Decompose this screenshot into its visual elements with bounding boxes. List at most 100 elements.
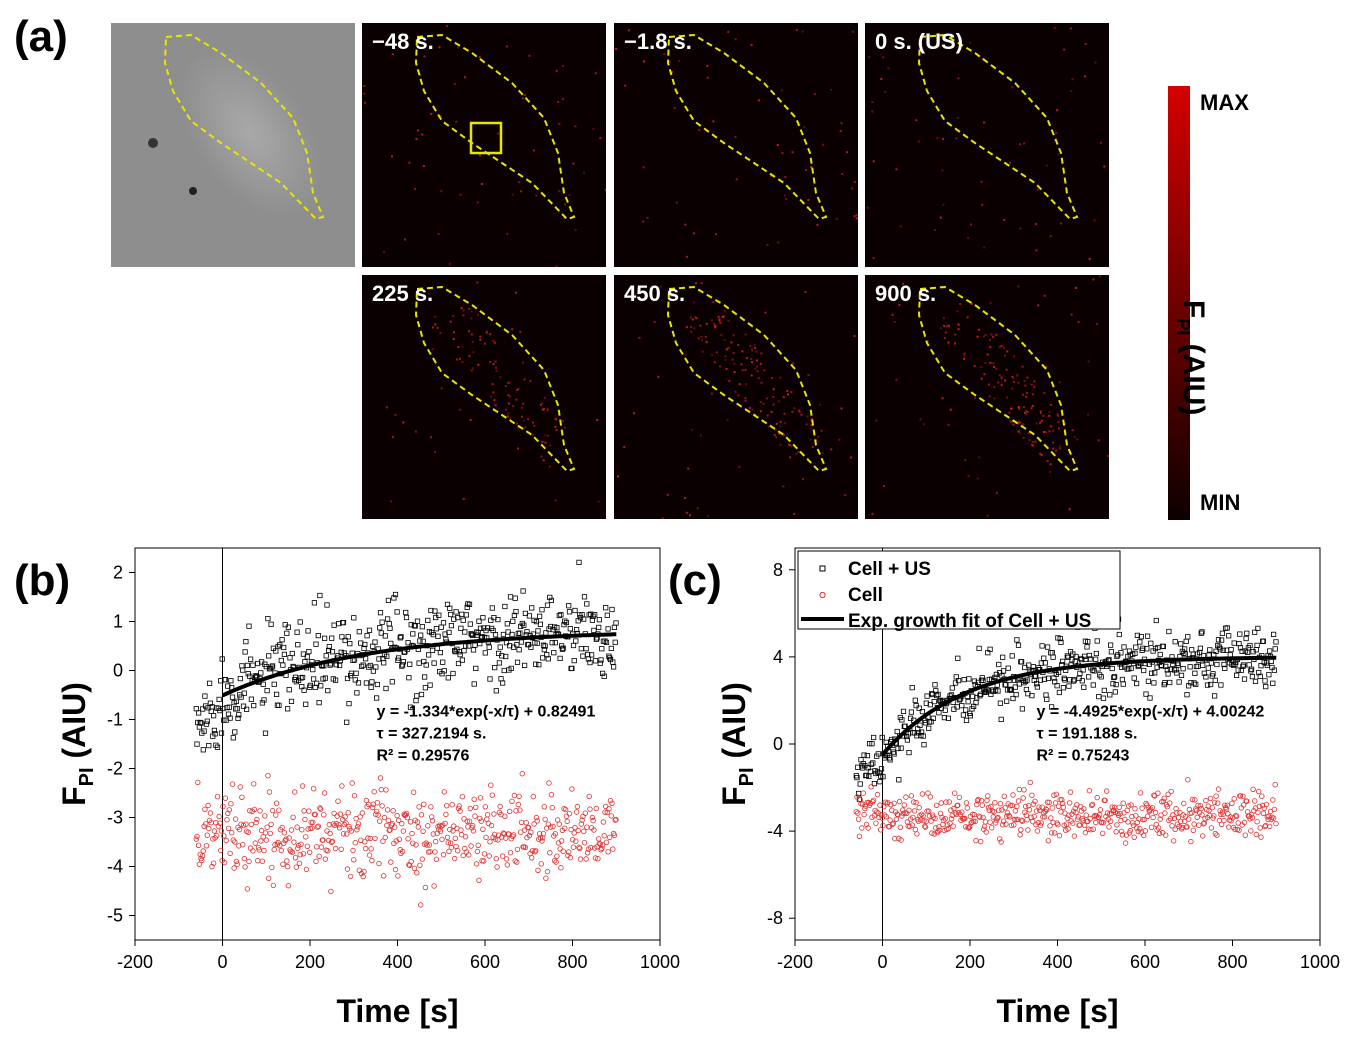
point-cell-us [510,618,516,624]
point-cell-us [961,676,967,683]
point-cell [340,831,347,837]
point-cell [1215,786,1222,792]
point-cell [324,828,330,834]
point-cell [1041,810,1047,816]
point-cell [414,870,420,876]
speckle [1073,435,1076,438]
speckle [506,415,509,418]
point-cell [1152,809,1159,816]
point-cell-us [471,681,477,687]
speckle [993,397,996,400]
point-cell [336,822,342,828]
point-cell [338,846,344,852]
point-cell [1036,804,1042,810]
point-cell [1169,823,1175,829]
point-cell-us [1107,692,1113,698]
point-cell [1144,813,1151,819]
speckle [532,433,535,436]
point-cell [270,882,277,889]
point-cell-us [1214,661,1220,668]
point-cell [877,827,884,833]
point-cell [1018,827,1024,833]
speckle [805,169,808,171]
point-cell [457,808,463,814]
point-cell-us [1009,653,1015,659]
speckle [459,193,462,196]
speckle [497,132,500,135]
speckle [947,423,950,426]
speckle [759,362,762,365]
point-cell-us [284,706,291,712]
point-cell [974,798,981,804]
point-cell-us [920,733,926,739]
point-cell [395,817,402,824]
point-cell [1042,808,1048,815]
point-cell-us [329,649,336,655]
point-cell [504,862,510,868]
point-cell-us [294,629,300,635]
speckle [691,428,694,431]
point-cell [918,817,924,823]
point-cell [1185,816,1192,822]
point-cell [1132,806,1138,812]
point-cell [220,803,226,810]
y-tick-label: -8 [767,908,783,928]
y-tick-label: 2 [113,563,123,583]
point-cell-us [392,591,399,598]
point-cell-us [374,681,381,688]
point-cell-us [486,644,492,650]
y-tick-label: -4 [107,857,123,877]
speckle [1018,407,1021,410]
speckle [690,330,693,333]
point-cell-us [1089,667,1096,673]
speckle [699,324,702,327]
speckle [964,459,967,462]
point-cell-us [1192,670,1198,676]
point-cell [1122,840,1129,846]
point-cell-us [279,637,285,643]
point-cell [888,802,894,808]
point-cell [1090,826,1096,832]
point-cell-us [378,630,384,636]
colorbar-title: FPI (AIU) [1173,300,1210,416]
point-cell-us [473,665,479,671]
point-cell [470,828,477,834]
point-cell [1259,802,1266,809]
point-cell [1161,795,1167,802]
speckle [596,419,599,421]
speckle [714,324,717,327]
point-cell [1063,821,1070,827]
point-cell [245,829,251,835]
speckle [1011,86,1014,89]
speckle [744,397,747,400]
point-cell-us [453,609,459,615]
speckle [508,381,511,384]
point-cell-us [437,650,444,656]
point-cell-us [514,659,521,665]
point-cell-us [368,684,374,690]
point-cell [232,816,239,822]
point-cell [873,809,880,815]
speckle [989,346,992,348]
point-cell-us [260,681,266,687]
legend-marker-cell [819,591,826,599]
point-cell-us [367,662,373,669]
point-cell [497,803,503,810]
speckle [477,363,480,366]
point-cell-us [362,641,368,648]
speckle [734,390,737,393]
speckle [866,206,869,209]
point-cell-us [611,624,618,630]
speckle [507,412,510,415]
speckle [448,262,451,265]
speckle [941,169,944,172]
point-cell [216,813,222,820]
point-cell [1166,817,1172,824]
point-cell [889,821,896,827]
speckle [421,133,424,136]
point-cell-us [993,671,1000,677]
point-cell [924,808,930,814]
point-cell [284,858,290,864]
speckle [792,362,795,365]
speckle [544,434,547,437]
